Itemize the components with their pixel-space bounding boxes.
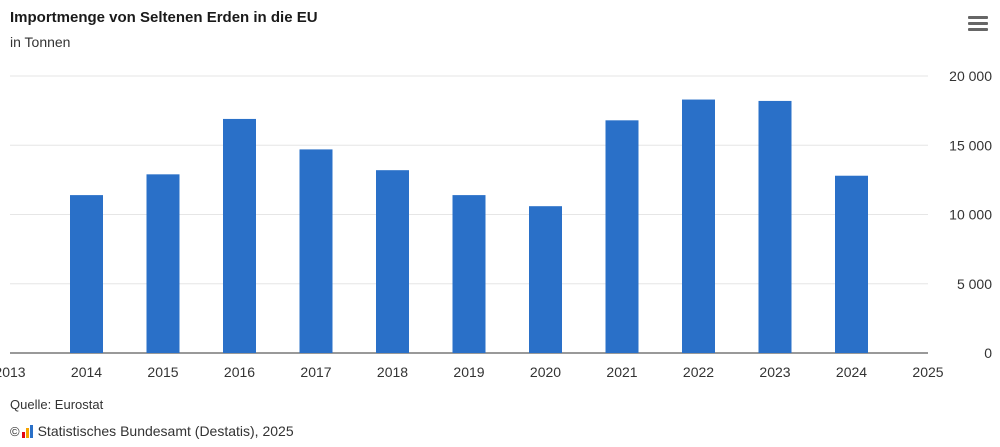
- bar-2018[interactable]: [376, 170, 409, 353]
- x-tick-label: 2016: [224, 364, 255, 380]
- x-tick-label: 2019: [453, 364, 484, 380]
- x-tick-label: 2020: [530, 364, 561, 380]
- x-tick-label: 2013: [0, 364, 26, 380]
- copyright-line: © Statistisches Bundesamt (Destatis), 20…: [10, 423, 294, 439]
- bar-2024[interactable]: [835, 175, 868, 353]
- bar-2016[interactable]: [223, 118, 256, 353]
- bar-2021[interactable]: [605, 120, 639, 353]
- chart-subtitle: in Tonnen: [10, 34, 71, 50]
- hamburger-menu-icon[interactable]: [968, 14, 990, 32]
- bar-2022[interactable]: [682, 99, 715, 353]
- bar-2015[interactable]: [146, 174, 180, 353]
- x-tick-label: 2021: [606, 364, 637, 380]
- bar-2019[interactable]: [452, 195, 486, 353]
- copyright-text: Statistisches Bundesamt (Destatis), 2025: [37, 423, 294, 439]
- y-tick-label: 10 000: [949, 207, 992, 223]
- x-tick-label: 2025: [912, 364, 943, 380]
- x-tick-label: 2018: [377, 364, 408, 380]
- copyright-symbol: ©: [10, 423, 20, 439]
- x-tick-label: 2022: [683, 364, 714, 380]
- x-tick-label: 2023: [759, 364, 790, 380]
- y-tick-label: 15 000: [949, 137, 992, 153]
- bar-2023[interactable]: [758, 100, 792, 354]
- bar-2020[interactable]: [529, 206, 562, 353]
- x-tick-label: 2017: [300, 364, 331, 380]
- bar-2017[interactable]: [299, 149, 333, 353]
- destatis-logo-icon: [21, 424, 34, 438]
- y-tick-label: 20 000: [949, 68, 992, 84]
- x-tick-label: 2024: [836, 364, 867, 380]
- y-tick-label: 0: [984, 345, 992, 361]
- bar-2014[interactable]: [70, 195, 103, 353]
- source-note: Quelle: Eurostat: [10, 397, 104, 412]
- chart-title: Importmenge von Seltenen Erden in die EU: [10, 9, 318, 26]
- y-tick-label: 5 000: [957, 276, 992, 292]
- x-tick-label: 2014: [71, 364, 102, 380]
- x-tick-label: 2015: [147, 364, 178, 380]
